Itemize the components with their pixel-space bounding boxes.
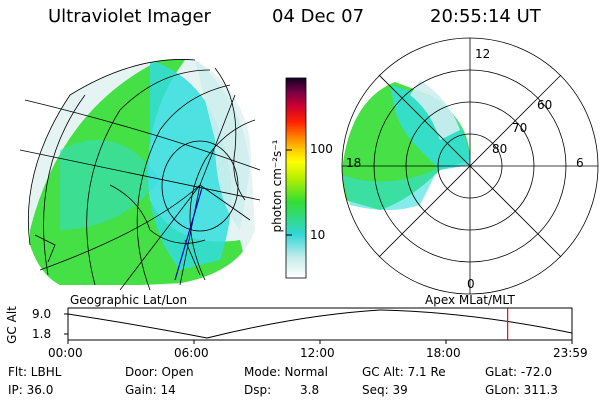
- gc-alt-info: GC Alt: 7.1 Re: [362, 365, 446, 379]
- time-label: 20:55:14 UT: [430, 6, 541, 27]
- altitude-ytick-high: 9.0: [32, 307, 52, 321]
- geographic-panel-label: Geographic Lat/Lon: [70, 293, 188, 307]
- altitude-x-ticks: [67, 340, 573, 344]
- dsp-label: Dsp:: [244, 383, 272, 397]
- glat-info: GLat: -72.0: [485, 365, 552, 379]
- date-label: 04 Dec 07: [272, 6, 365, 27]
- filter-info: Flt: LBHL: [8, 365, 62, 379]
- color-bar: [285, 77, 307, 279]
- altitude-xtick-4: 23:59: [553, 346, 588, 360]
- apex-panel-label: Apex MLat/MLT: [425, 293, 515, 307]
- altitude-xtick-1: 06:00: [174, 346, 209, 360]
- app-title: Ultraviolet Imager: [48, 6, 211, 27]
- mlt-label-18: 18: [346, 156, 362, 170]
- seq-info: Seq: 39: [362, 383, 408, 397]
- gain-info: Gain: 14: [125, 383, 176, 397]
- altitude-xtick-0: 00:00: [48, 346, 83, 360]
- lat-label-70: 70: [512, 121, 528, 135]
- lat-label-60: 60: [537, 98, 553, 112]
- altitude-ytick-low: 1.8: [32, 327, 52, 341]
- colorbar-unit-label: photon cm⁻²s⁻¹: [270, 139, 284, 233]
- mlt-label-12: 12: [475, 47, 491, 61]
- altitude-xtick-2: 12:00: [300, 346, 335, 360]
- mode-info: Mode: Normal: [244, 365, 328, 379]
- ip-info: IP: 36.0: [8, 383, 54, 397]
- altitude-ylabel: GC Alt: [5, 306, 19, 344]
- colorbar-tick-10: 10: [310, 228, 326, 242]
- colorbar-tick-100: 100: [310, 142, 333, 156]
- dsp-value: 3.8: [300, 383, 320, 397]
- polar-plot: [341, 37, 599, 295]
- mlt-label-0: 0: [467, 277, 475, 291]
- altitude-xtick-3: 18:00: [426, 346, 461, 360]
- glon-info: GLon: 311.3: [485, 383, 558, 397]
- mlt-label-6: 6: [576, 156, 584, 170]
- lat-label-80: 80: [492, 142, 508, 156]
- altitude-plot: [64, 307, 573, 344]
- door-info: Door: Open: [125, 365, 194, 379]
- geographic-image: [19, 59, 261, 291]
